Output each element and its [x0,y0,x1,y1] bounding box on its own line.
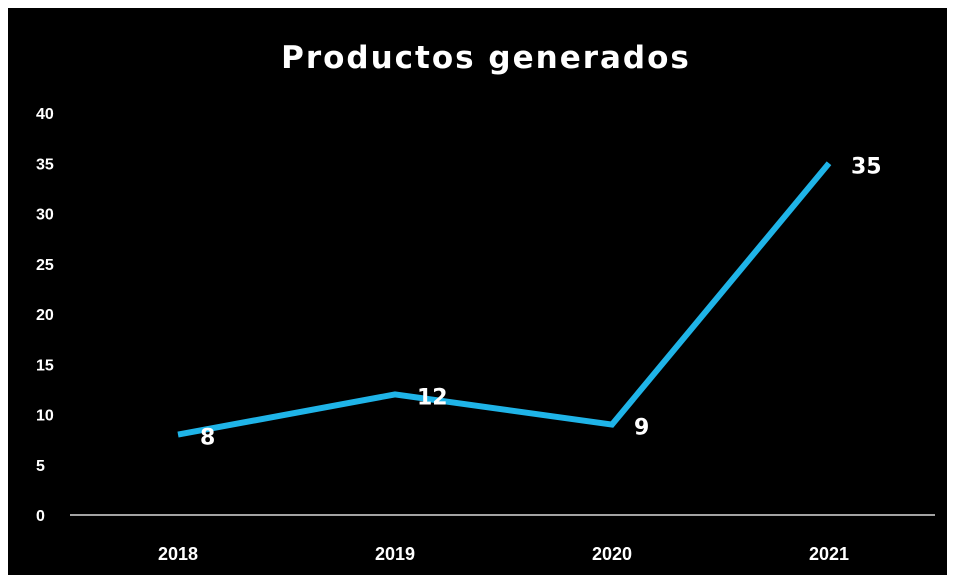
y-tick-label-20: 20 [36,307,54,324]
chart-title: Productos generados [281,40,691,76]
series-group [177,161,832,438]
x-tick-label-2020: 2020 [592,544,632,564]
x-tick-label-2019: 2019 [375,544,415,564]
y-tick-label-15: 15 [36,357,54,374]
x-axis-ticks: 2018 2019 2020 2021 [158,544,849,564]
series-line-0 [177,161,832,438]
y-tick-label-5: 5 [36,458,45,475]
data-label-2021: 35 [851,154,882,179]
data-label-2019: 12 [417,385,448,410]
y-tick-label-0: 0 [36,508,45,525]
y-axis-ticks: 0 5 10 15 20 25 30 35 40 [36,106,54,525]
data-label-2018: 8 [200,426,215,451]
y-tick-label-25: 25 [36,257,54,274]
data-label-2020: 9 [634,416,649,441]
y-tick-label-10: 10 [36,408,54,425]
x-tick-label-2018: 2018 [158,544,198,564]
data-labels: 8 12 9 35 [200,154,882,450]
y-tick-label-30: 30 [36,207,54,224]
y-tick-label-35: 35 [36,156,54,173]
chart-background [8,8,947,575]
y-tick-label-40: 40 [36,106,54,123]
x-tick-label-2021: 2021 [809,544,849,564]
